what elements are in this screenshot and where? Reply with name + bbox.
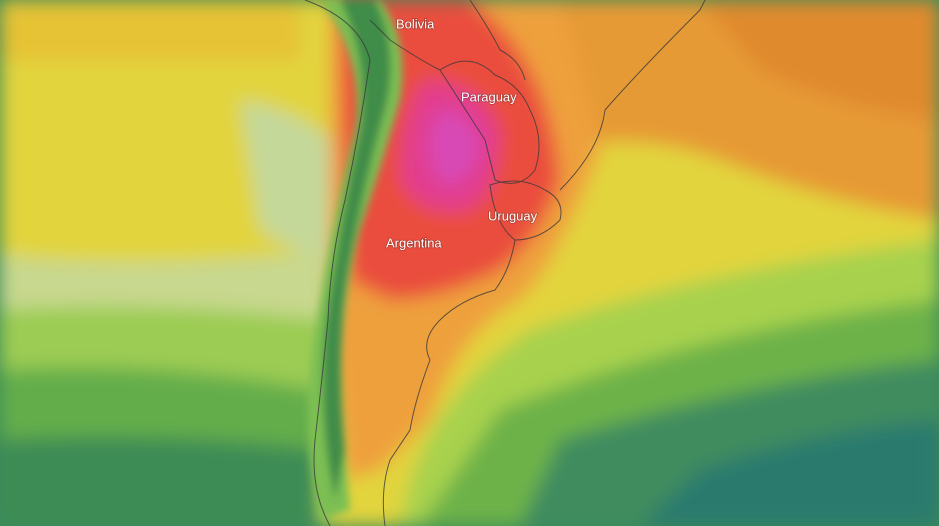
country-label: Paraguay: [461, 89, 517, 104]
country-label: Argentina: [386, 235, 442, 250]
borders: [304, 0, 706, 526]
andes-strip: [308, 0, 403, 520]
country-label: Uruguay: [488, 208, 538, 223]
country-label: Bolivia: [396, 16, 435, 31]
